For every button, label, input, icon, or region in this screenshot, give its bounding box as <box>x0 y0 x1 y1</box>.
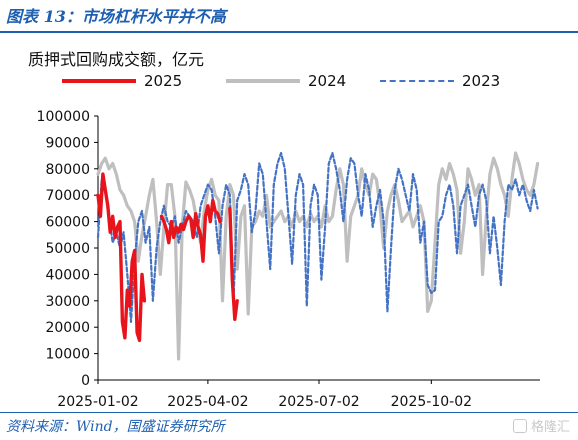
y-tick-label: 10000 <box>45 347 90 363</box>
y-tick-label: 20000 <box>45 320 90 336</box>
y-tick-label: 30000 <box>45 294 90 310</box>
x-tick-label: 2025-07-02 <box>278 394 359 410</box>
legend-label-2025: 2025 <box>144 72 183 90</box>
series-line-2025 <box>96 172 239 343</box>
legend-swatch-2023 <box>380 80 454 82</box>
watermark-text: 格隆汇 <box>530 420 570 435</box>
y-tick-label: 60000 <box>45 215 90 231</box>
legend-item-2023: 2023 <box>380 70 500 92</box>
watermark: 格隆汇 <box>512 416 570 435</box>
legend-label-2023: 2023 <box>462 72 501 90</box>
x-tick-label: 2025-01-02 <box>57 394 138 410</box>
legend-item-2024: 2024 <box>226 70 346 92</box>
legend-label-2024: 2024 <box>308 72 347 90</box>
y-tick-label: 80000 <box>45 162 90 178</box>
series-line-2024 <box>96 151 540 361</box>
legend-item-2025: 2025 <box>62 70 182 92</box>
y-tick-label: 50000 <box>45 241 90 257</box>
chart-title: 质押式回购成交额，亿元 <box>28 50 205 69</box>
y-tick-label: 40000 <box>45 267 90 283</box>
y-tick-label: 70000 <box>45 188 90 204</box>
x-tick-label: 2025-10-02 <box>391 394 472 410</box>
legend-swatch-2024 <box>226 79 300 83</box>
source-note: 资料来源：Wind，国盛证券研究所 <box>6 419 225 435</box>
figure-title: 图表 13：市场杠杆水平并不高 <box>6 7 226 26</box>
y-tick-label: 0 <box>81 373 90 389</box>
source-rule <box>0 412 578 413</box>
y-tick-label: 100000 <box>37 109 90 125</box>
title-rule <box>0 31 578 33</box>
watermark-logo-icon <box>512 418 527 433</box>
chart-legend: 2025 2024 2023 <box>0 70 578 92</box>
y-tick-label: 90000 <box>45 135 90 151</box>
legend-swatch-2025 <box>62 79 136 83</box>
x-tick-label: 2025-04-02 <box>167 394 248 410</box>
